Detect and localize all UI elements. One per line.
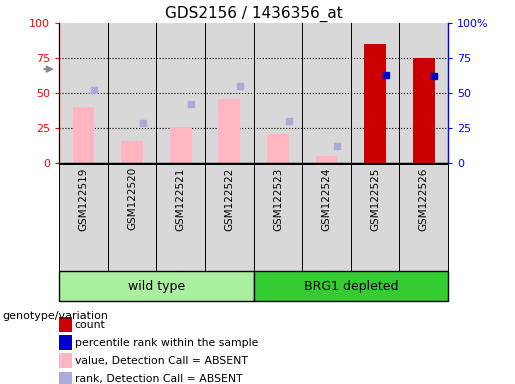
Bar bbox=[302, 164, 351, 271]
Bar bbox=[253, 271, 448, 301]
Text: rank, Detection Call = ABSENT: rank, Detection Call = ABSENT bbox=[75, 374, 242, 384]
Bar bbox=[253, 164, 302, 271]
Text: BRG1 depleted: BRG1 depleted bbox=[304, 280, 398, 293]
Text: count: count bbox=[75, 319, 106, 329]
Bar bbox=[351, 23, 400, 163]
Text: wild type: wild type bbox=[128, 280, 185, 293]
Text: percentile rank within the sample: percentile rank within the sample bbox=[75, 338, 258, 348]
Bar bbox=[302, 23, 351, 163]
Text: GSM122520: GSM122520 bbox=[127, 167, 137, 230]
Text: genotype/variation: genotype/variation bbox=[3, 311, 109, 321]
Bar bbox=[108, 23, 157, 163]
Bar bbox=[59, 271, 253, 301]
Bar bbox=[316, 156, 337, 163]
Title: GDS2156 / 1436356_at: GDS2156 / 1436356_at bbox=[165, 5, 342, 22]
Bar bbox=[59, 372, 72, 384]
Bar bbox=[400, 23, 448, 163]
Text: GSM122526: GSM122526 bbox=[419, 167, 429, 230]
Text: GSM122521: GSM122521 bbox=[176, 167, 186, 230]
Bar bbox=[205, 23, 253, 163]
Bar bbox=[59, 317, 72, 332]
Bar bbox=[59, 353, 72, 368]
Bar bbox=[157, 164, 205, 271]
Text: GSM122522: GSM122522 bbox=[225, 167, 234, 230]
Bar bbox=[108, 164, 157, 271]
Text: GSM122525: GSM122525 bbox=[370, 167, 380, 230]
Bar bbox=[400, 164, 448, 271]
Text: GSM122523: GSM122523 bbox=[273, 167, 283, 230]
Text: GSM122519: GSM122519 bbox=[78, 167, 89, 230]
Bar bbox=[253, 23, 302, 163]
Bar bbox=[364, 44, 386, 163]
Bar bbox=[73, 107, 94, 163]
Bar bbox=[170, 127, 192, 163]
Text: value, Detection Call = ABSENT: value, Detection Call = ABSENT bbox=[75, 356, 248, 366]
Bar bbox=[351, 164, 400, 271]
Bar bbox=[59, 335, 72, 350]
Bar bbox=[267, 134, 289, 163]
Bar bbox=[205, 164, 253, 271]
Bar bbox=[413, 58, 435, 163]
Bar bbox=[59, 164, 108, 271]
Bar bbox=[59, 23, 108, 163]
Bar bbox=[218, 99, 241, 163]
Bar bbox=[121, 141, 143, 163]
Text: GSM122524: GSM122524 bbox=[321, 167, 332, 230]
Bar bbox=[157, 23, 205, 163]
